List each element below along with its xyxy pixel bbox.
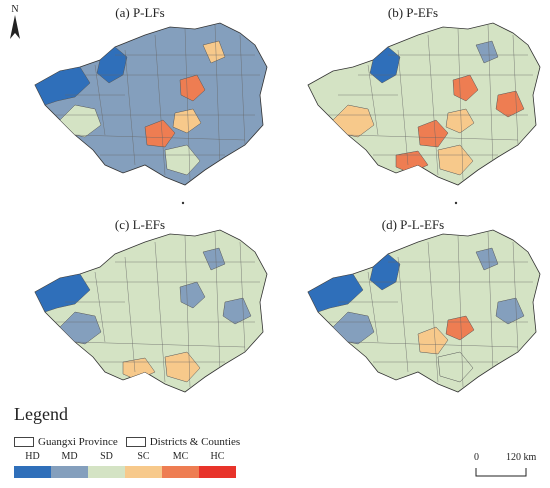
county-border xyxy=(154,34,166,176)
county-region-md xyxy=(179,281,206,309)
county-border xyxy=(427,34,439,176)
scale-line xyxy=(475,468,527,477)
class-swatch-hd xyxy=(14,466,51,478)
county-border xyxy=(94,271,106,343)
map-layer xyxy=(34,229,268,393)
county-region-hd xyxy=(35,66,91,106)
class-label: HD xyxy=(25,451,40,462)
panel-title: (a) P-LFs xyxy=(115,5,165,20)
panel-d: (d) P-L-EFs xyxy=(278,217,548,427)
county-border xyxy=(512,34,519,146)
class-swatch-sd xyxy=(88,466,125,478)
districts-label: Districts & Counties xyxy=(149,436,241,448)
county-region-md xyxy=(202,247,226,271)
class-swatch-mc xyxy=(162,466,199,478)
county-border xyxy=(347,134,519,141)
districts-swatch xyxy=(125,437,146,447)
county-region-mc xyxy=(417,119,449,148)
county-border xyxy=(124,49,136,166)
panel-c: (c) L-EFs xyxy=(5,217,275,427)
class-swatch-md xyxy=(51,466,88,478)
province-label: Guangxi Province xyxy=(38,436,118,448)
north-arrow: N xyxy=(4,4,26,44)
north-label: N xyxy=(11,4,19,15)
province-outline xyxy=(307,229,541,393)
class-label: MD xyxy=(61,451,78,462)
class-label: SD xyxy=(100,451,113,462)
county-region-sc xyxy=(417,326,449,355)
county-region-mc xyxy=(179,74,206,102)
class-label: MC xyxy=(172,451,189,462)
province-outline xyxy=(34,22,268,186)
county-region-mc xyxy=(495,90,525,118)
map-c xyxy=(34,229,268,393)
county-border xyxy=(347,341,519,348)
scale-end: 120 km xyxy=(506,452,537,463)
island-marker xyxy=(181,201,185,205)
county-border xyxy=(367,64,379,136)
county-region-hd xyxy=(308,273,364,313)
scale-start: 0 xyxy=(474,452,479,463)
county-border xyxy=(74,134,246,141)
map-d xyxy=(307,229,541,393)
county-border xyxy=(94,64,106,136)
county-border xyxy=(74,341,246,348)
class-color-bar xyxy=(14,466,236,478)
county-region-mc xyxy=(144,119,176,148)
county-border xyxy=(487,231,494,373)
county-region-sd xyxy=(437,351,474,383)
class-label: HC xyxy=(210,451,225,462)
map-layer xyxy=(307,229,541,393)
island-marker xyxy=(454,201,458,205)
class-swatch-hc xyxy=(199,466,236,478)
county-border xyxy=(214,24,221,166)
legend-boundaries: Guangxi Province Districts & Counties xyxy=(14,436,240,448)
north-arrow-icon xyxy=(10,15,20,39)
map-layer xyxy=(307,22,541,205)
county-region-sd xyxy=(164,144,201,176)
class-labels: HD MD SD SC MC HC xyxy=(14,451,236,462)
county-border xyxy=(124,256,136,373)
county-border xyxy=(487,24,494,166)
county-region-hd xyxy=(35,273,91,313)
panel-b: (b) P-EFs xyxy=(278,5,548,215)
map-a xyxy=(34,22,268,205)
map-layer xyxy=(34,22,268,205)
county-border xyxy=(512,241,519,353)
scale-bar: 0 120 km xyxy=(470,450,540,480)
county-region-sc xyxy=(437,144,474,176)
panel-a: (a) P-LFs xyxy=(5,5,275,215)
county-border xyxy=(239,241,246,353)
county-border xyxy=(367,271,379,343)
county-border xyxy=(154,241,166,383)
province-outline xyxy=(307,22,541,186)
county-region-md xyxy=(475,40,499,64)
county-region-md xyxy=(475,247,499,271)
legend-title: Legend xyxy=(14,404,68,424)
panel-title: (b) P-EFs xyxy=(387,5,439,20)
panel-title: (c) L-EFs xyxy=(114,217,166,232)
province-outline xyxy=(34,229,268,393)
map-b xyxy=(307,22,541,205)
province-swatch xyxy=(14,437,34,447)
county-region-md xyxy=(222,297,252,325)
county-border xyxy=(214,231,221,373)
county-border xyxy=(397,49,409,166)
county-region-sc xyxy=(202,40,226,64)
county-region-mc xyxy=(452,74,479,102)
county-border xyxy=(427,241,439,383)
county-region-sc xyxy=(164,351,201,383)
class-label: SC xyxy=(137,451,150,462)
county-region-md xyxy=(495,297,525,325)
class-swatch-sc xyxy=(125,466,162,478)
county-border xyxy=(239,34,246,146)
panel-title: (d) P-L-EFs xyxy=(381,217,445,232)
county-border xyxy=(397,256,409,373)
